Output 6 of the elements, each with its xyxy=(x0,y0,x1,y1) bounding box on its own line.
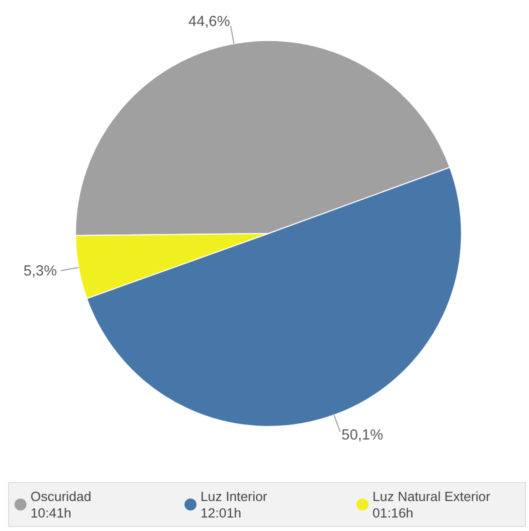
legend-label: Luz Natural Exterior 01:16h xyxy=(372,488,491,520)
legend-label: Oscuridad 10:41h xyxy=(30,488,92,520)
data-label: 50,1% xyxy=(342,428,384,444)
data-label: 5,3% xyxy=(23,263,57,280)
data-label: 44,6% xyxy=(188,14,230,30)
legend-label: Luz Interior 12:01h xyxy=(200,488,268,520)
